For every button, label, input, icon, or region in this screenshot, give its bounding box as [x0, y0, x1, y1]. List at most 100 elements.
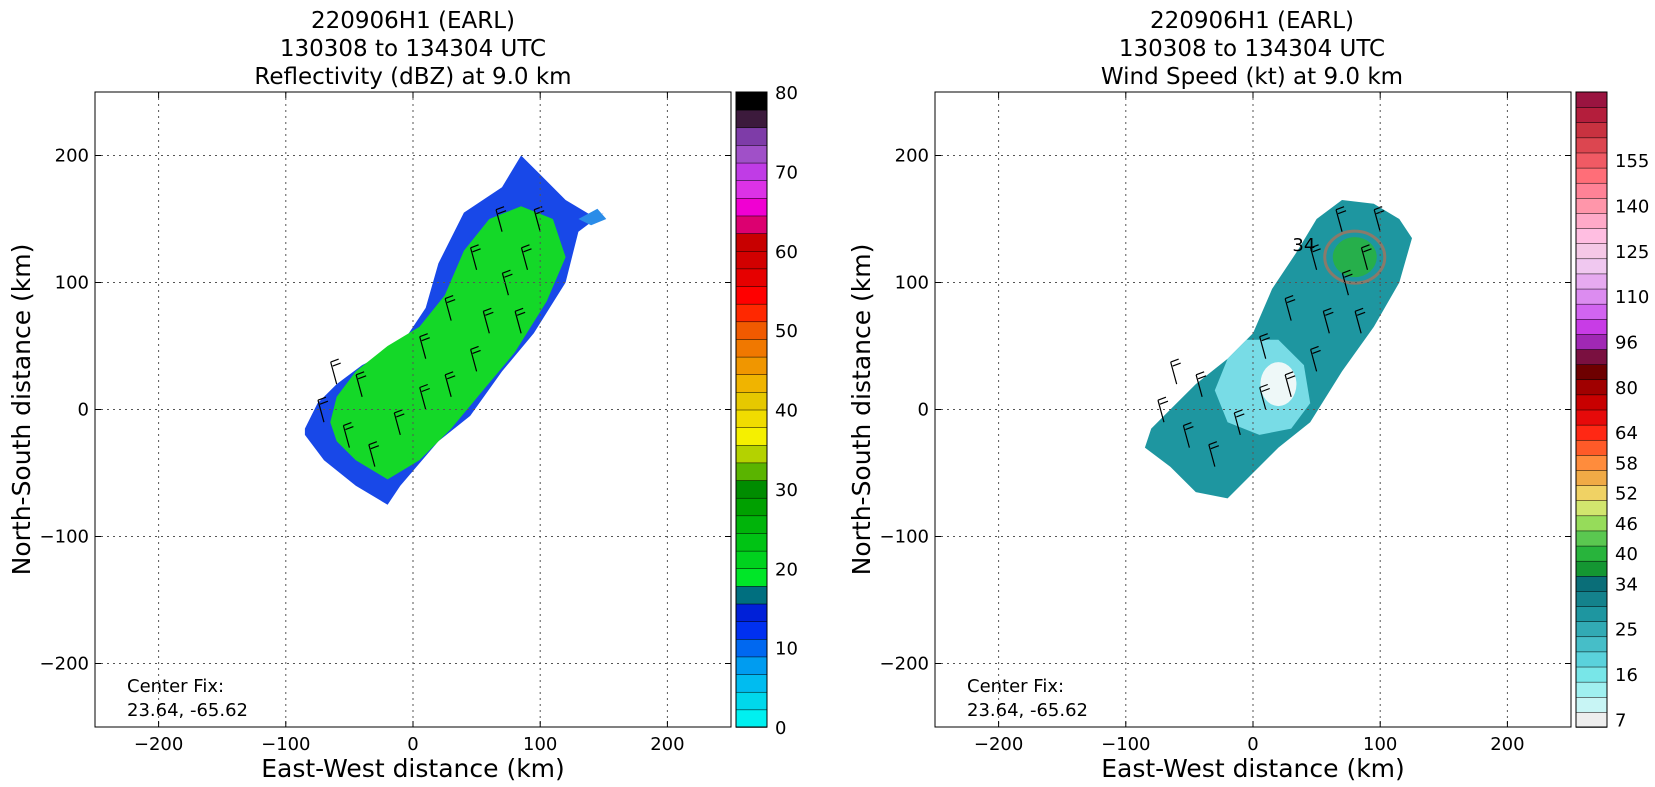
chart-title-line-2: 130308 to 134304 UTC: [280, 36, 546, 62]
colorbar-tick-label: 110: [1615, 287, 1649, 308]
wind-barb: [1233, 409, 1245, 436]
wind-barb: [1157, 396, 1169, 423]
chart-title-line-3: Reflectivity (dBZ) at 9.0 km: [254, 64, 571, 90]
colorbar-segment: [1575, 590, 1608, 607]
wind-barb: [1322, 307, 1334, 334]
colorbar-segment: [1575, 242, 1608, 260]
x-tick-label: −100: [261, 734, 310, 755]
colorbar-segment: [735, 162, 768, 181]
colorbar-segment: [735, 215, 768, 234]
colorbar-segment: [735, 197, 768, 217]
wind-34kt-contour: [1323, 229, 1387, 285]
reflectivity-outer-band: [578, 208, 607, 226]
x-tick-label: 200: [650, 734, 684, 755]
colorbar-segment: [735, 585, 768, 605]
colorbar-segment: [735, 656, 768, 675]
colorbar-segment: [1575, 499, 1608, 517]
colorbar-segment: [1575, 530, 1608, 547]
data-field: [304, 155, 607, 505]
colorbar-tick-label: 0: [775, 718, 786, 739]
colorbar-segment: [735, 638, 768, 658]
colorbar-segment: [735, 444, 768, 464]
wind-barb: [444, 295, 456, 321]
colorbar-segment: [1575, 515, 1608, 532]
data-field: 34: [1144, 200, 1412, 499]
wind-barb: [330, 358, 341, 385]
colorbar-segment: [1575, 636, 1608, 653]
x-tick-label: −100: [1101, 734, 1150, 755]
wind-barb: [355, 371, 367, 397]
colorbar-segment: [1575, 303, 1608, 320]
colorbar-segment: [735, 603, 768, 622]
colorbar-segment: [1575, 273, 1608, 290]
chart-title-line-1: 220906H1 (EARL): [311, 8, 515, 34]
wind-barb: [1208, 441, 1220, 467]
colorbar-segment: [1575, 711, 1608, 728]
colorbar-segment: [735, 550, 768, 569]
colorbar-segment: [735, 144, 768, 164]
colorbar-tick-label: 30: [775, 480, 798, 501]
wind-calm-center: [1260, 362, 1297, 407]
colorbar-segment: [735, 391, 768, 411]
colorbar-tick-label: 80: [775, 83, 798, 104]
colorbar-segment: [735, 426, 768, 446]
colorbar-tick-label: 155: [1615, 151, 1649, 172]
colorbar-segment: [1575, 545, 1608, 562]
colorbar-segment: [735, 373, 768, 393]
colorbar-tick-label: 125: [1615, 242, 1649, 263]
colorbar-tick-label: 64: [1615, 423, 1638, 444]
wind-barb: [1284, 295, 1296, 321]
wind-barbs: [1157, 206, 1385, 467]
contour-label: 34: [1292, 235, 1315, 256]
colorbar-segment: [1575, 484, 1608, 501]
wind-barb: [368, 441, 380, 467]
x-tick-label: −200: [974, 734, 1023, 755]
wind-barb: [419, 383, 430, 410]
colorbar-segment: [1575, 379, 1608, 396]
colorbar-segment: [1575, 212, 1608, 229]
colorbar-tick-label: 40: [1615, 544, 1638, 565]
wind-barb: [495, 206, 507, 232]
y-axis-label: North-South distance (km): [7, 244, 36, 576]
colorbar-segment: [1575, 575, 1608, 592]
wind-barb: [1284, 371, 1296, 397]
center-fix-label: Center Fix:: [967, 676, 1064, 697]
wind-barb: [1182, 422, 1194, 448]
colorbar-segment: [735, 356, 768, 375]
colorbar-tick-label: 40: [775, 401, 798, 422]
colorbar-segment: [735, 691, 768, 711]
wind-barb: [317, 396, 329, 423]
wind-barb: [444, 371, 456, 397]
colorbar-segment: [735, 409, 768, 428]
colorbar-segment: [735, 179, 768, 199]
colorbar-segment: [1575, 258, 1608, 275]
wind-barb: [470, 244, 481, 270]
wind-barb: [1259, 333, 1270, 359]
wind-barb: [342, 422, 354, 448]
colorbar-tick-label: 60: [775, 242, 798, 263]
colorbar-segment: [1575, 333, 1608, 350]
colorbar-frame: [1575, 91, 1608, 728]
wind-barb: [520, 244, 532, 270]
colorbar-segment: [735, 568, 768, 587]
y-tick-label: 200: [895, 146, 929, 167]
colorbar-tick-label: 7: [1615, 710, 1626, 731]
grid: [95, 92, 731, 727]
colorbar-tick-label: 140: [1615, 196, 1649, 217]
colorbar-tick-label: 16: [1615, 665, 1638, 686]
colorbar-segment: [1575, 167, 1608, 184]
center-fix-coords: 23.64, -65.62: [127, 700, 248, 721]
colorbar-segment: [1575, 348, 1608, 365]
y-tick-label: −100: [40, 527, 89, 548]
wind-barb: [482, 307, 494, 334]
colorbar-segment: [735, 515, 768, 534]
colorbar-segment: [1575, 121, 1608, 139]
colorbar-segment: [735, 303, 768, 323]
colorbar-segment: [735, 338, 768, 358]
colorbar-segment: [735, 497, 768, 517]
colorbar-segment: [735, 620, 768, 640]
colorbar-tick-label: 58: [1615, 453, 1638, 474]
reflectivity-moderate-echo: [330, 206, 566, 480]
colorbar-segment: [735, 321, 768, 340]
